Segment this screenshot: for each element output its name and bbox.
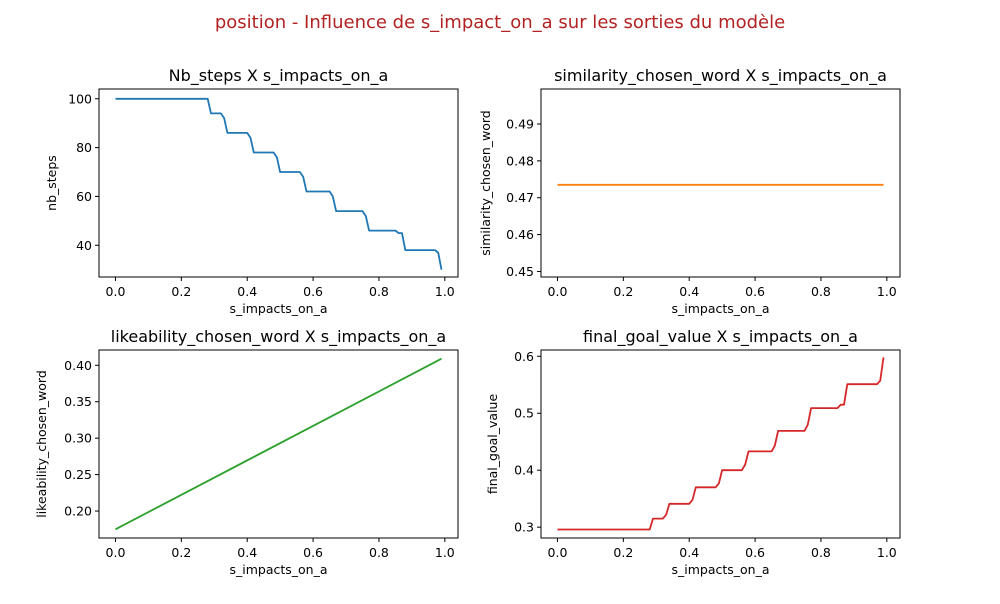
y-axis-label: similarity_chosen_word [478, 110, 493, 255]
y-tick-label: 0.20 [64, 504, 92, 519]
x-tick-label: 0.8 [811, 284, 831, 299]
y-tick-label: 100 [68, 91, 92, 106]
y-tick-label: 0.49 [506, 117, 534, 132]
y-tick-label: 0.5 [514, 406, 534, 421]
x-tick-label: 0.4 [237, 545, 257, 560]
x-tick-label: 1.0 [877, 545, 897, 560]
subplot-2: 0.0 0.2 0.4 0.6 0.8 1.0 0.45 0.46 0.47 0.48 0.49 si… [478, 66, 901, 316]
series-line-1-1 [115, 97, 443, 270]
y-tick-label: 0.48 [506, 153, 534, 168]
y-tick-label: 0.3 [514, 520, 534, 535]
axes-frame [540, 88, 901, 278]
x-tick-label: 0.2 [171, 545, 191, 560]
y-tick-label: 0.35 [64, 394, 92, 409]
y-tick-label: 0.30 [64, 431, 92, 446]
y-tick-label: 0.40 [64, 358, 92, 373]
y-tick-label: 0.25 [64, 467, 92, 482]
axes-frame [98, 349, 459, 539]
y-tick-label: 80 [76, 140, 92, 155]
x-axis-label: s_impacts_on_a [229, 562, 327, 577]
x-tick-label: 0.0 [106, 284, 126, 299]
x-axis-label: s_impacts_on_a [229, 301, 327, 316]
subplot-title: likeability_chosen_word X s_impacts_on_a [111, 327, 446, 347]
x-axis-label: s_impacts_on_a [671, 301, 769, 316]
series-line-3-1 [115, 357, 442, 531]
x-tick-label: 1.0 [435, 284, 455, 299]
x-tick-label: 0.0 [106, 545, 126, 560]
x-tick-label: 0.6 [745, 284, 765, 299]
y-tick-label: 60 [76, 189, 92, 204]
x-tick-label: 1.0 [435, 545, 455, 560]
x-tick-label: 0.6 [745, 545, 765, 560]
subplot-title: similarity_chosen_word X s_impacts_on_a [554, 66, 887, 86]
x-tick-label: 0.2 [613, 284, 633, 299]
axes-frame [98, 88, 459, 278]
axes-frame [540, 349, 901, 539]
x-tick-label: 0.4 [237, 284, 257, 299]
x-tick-label: 0.6 [303, 545, 323, 560]
series-line-4-1 [557, 357, 885, 531]
y-tick-label: 40 [76, 238, 92, 253]
figure-title: position - Influence de s_impact_on_a su… [215, 12, 785, 33]
x-tick-label: 1.0 [877, 284, 897, 299]
x-tick-label: 0.2 [613, 545, 633, 560]
y-axis-label: nb_steps [44, 155, 59, 211]
x-tick-label: 0.8 [369, 284, 389, 299]
y-tick-label: 0.45 [506, 264, 534, 279]
x-tick-label: 0.4 [679, 545, 699, 560]
subplot-title: final_goal_value X s_impacts_on_a [583, 327, 858, 347]
subplot-3: 0.0 0.2 0.4 0.6 0.8 1.0 0.20 0.25 0.30 0.35 0.40 li… [34, 327, 459, 577]
x-axis-label: s_impacts_on_a [671, 562, 769, 577]
x-tick-label: 0.0 [548, 284, 568, 299]
subplot-title: Nb_steps X s_impacts_on_a [169, 66, 389, 86]
y-tick-label: 0.46 [506, 227, 534, 242]
x-tick-label: 0.2 [171, 284, 191, 299]
subplot-4: 0.0 0.2 0.4 0.6 0.8 1.0 0.3 0.4 0.5 0.6 final_goal… [485, 327, 901, 577]
y-axis-label: likeability_chosen_word [34, 370, 49, 518]
y-tick-label: 0.4 [514, 463, 534, 478]
x-tick-label: 0.8 [811, 545, 831, 560]
y-tick-label: 0.6 [514, 349, 534, 364]
x-tick-label: 0.4 [679, 284, 699, 299]
x-tick-label: 0.0 [548, 545, 568, 560]
subplot-1: 0.0 0.2 0.4 0.6 0.8 1.0 40 60 80 100 Nb_steps X s_… [44, 66, 459, 316]
y-tick-label: 0.47 [506, 190, 534, 205]
x-tick-label: 0.8 [369, 545, 389, 560]
y-axis-label: final_goal_value [485, 394, 500, 495]
x-tick-label: 0.6 [303, 284, 323, 299]
